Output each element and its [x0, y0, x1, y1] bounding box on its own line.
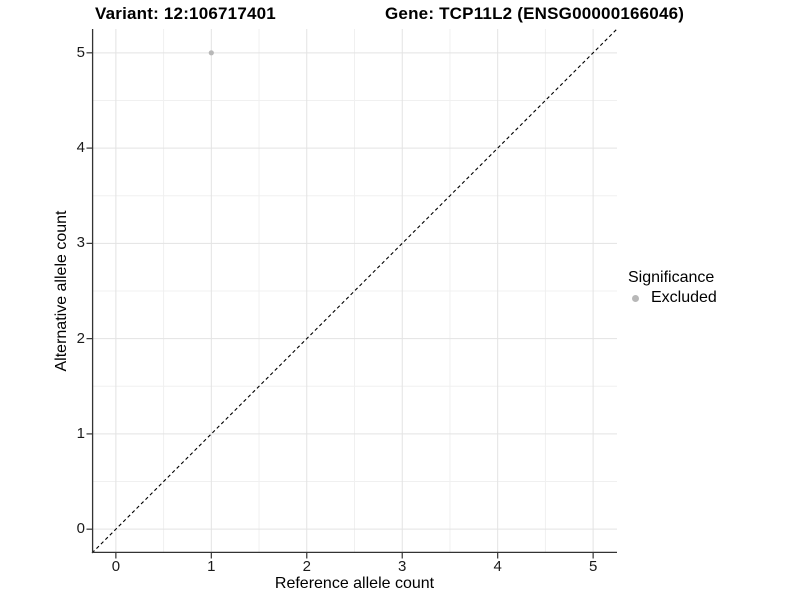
x-tick-label-2: 2	[302, 558, 311, 575]
x-axis-title: Reference allele count	[274, 575, 435, 592]
x-tick-label-1: 1	[207, 558, 216, 575]
plot-panel	[86, 28, 618, 559]
legend-item-excluded: Excluded	[628, 288, 717, 308]
plot-canvas	[86, 28, 618, 559]
legend-item-label: Excluded	[651, 289, 717, 306]
legend-title: Significance	[628, 269, 715, 286]
y-tick-label-3: 3	[76, 234, 85, 252]
identity-reference-line	[91, 28, 618, 554]
variant-title: Variant: 12:106717401	[95, 4, 276, 23]
y-tick-label-2: 2	[76, 329, 85, 347]
gene-title: Gene: TCP11L2 (ENSG00000166046)	[385, 4, 685, 23]
x-tick-label-3: 3	[398, 558, 407, 575]
y-tick-label-1: 1	[76, 424, 85, 442]
y-axis-title: Alternative allele count	[53, 210, 70, 372]
data-point-excluded	[208, 50, 214, 56]
x-tick-label-5: 5	[588, 558, 598, 575]
legend: Significance Excluded	[628, 268, 717, 308]
excluded-point-swatch	[632, 294, 639, 302]
y-tick-label-0: 0	[76, 520, 85, 538]
x-tick-label-4: 4	[493, 558, 502, 575]
y-tick-label-4: 4	[76, 139, 85, 157]
x-tick-label-0: 0	[111, 558, 121, 575]
y-tick-label-5: 5	[76, 43, 85, 61]
